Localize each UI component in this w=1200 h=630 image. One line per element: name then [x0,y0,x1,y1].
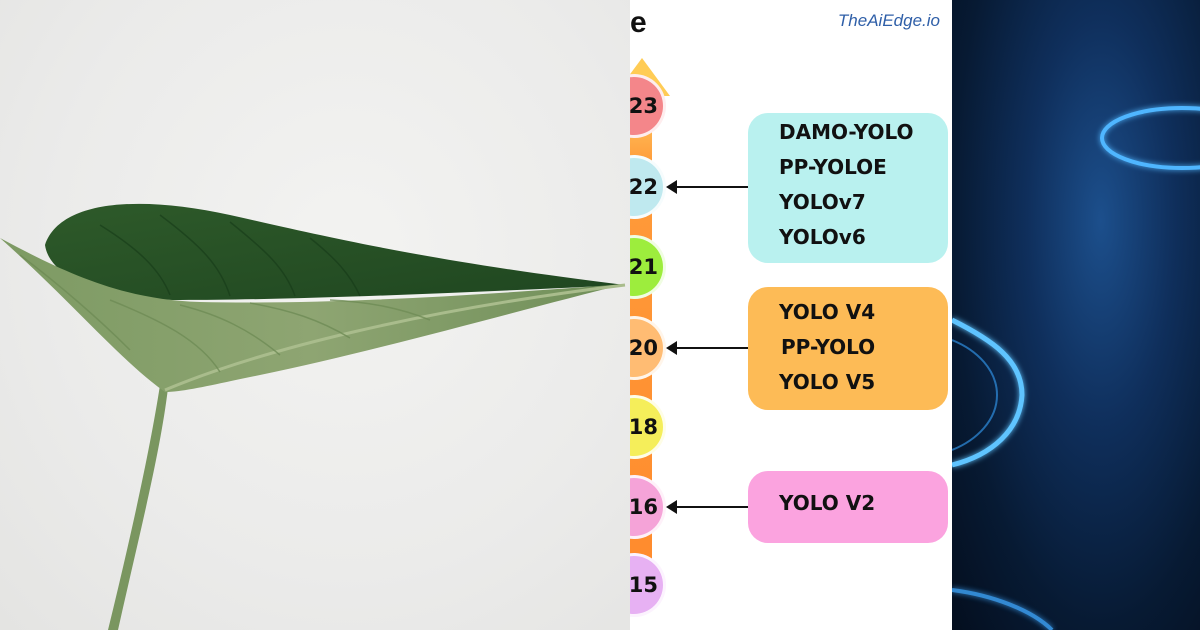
arrow-2022 [666,180,748,194]
year-badge-20: 20 [630,316,666,380]
yolo-timeline-infographic: e TheAiEdge.io 23 22 21 20 18 16 15 DAMO… [630,0,952,630]
model-label: PP-YOLO [781,335,876,359]
model-label: YOLOv6 [779,225,866,249]
models-box-2022: DAMO-YOLO PP-YOLOE YOLOv7 YOLOv6 [748,113,948,263]
year-badge-18: 18 [630,395,666,459]
model-label: YOLO V2 [779,491,876,515]
glow-ring-bottom [952,588,1054,630]
leaf-midrib [164,283,626,392]
year-badge-16: 16 [630,475,666,539]
glow-ring-middle [952,317,1025,468]
glow-rings [952,106,1200,630]
leaf-upper-surface [45,203,625,300]
model-label: YOLOv7 [779,190,866,214]
brand-watermark: TheAiEdge.io [837,11,940,30]
title-fragment: e [630,6,647,39]
model-label: PP-YOLOE [779,155,887,179]
arrow-2020 [666,341,750,355]
leaf-veins [19,254,431,373]
leaf-underside [0,238,625,392]
leaf-top-veins [99,214,361,297]
model-label: YOLO V4 [779,300,876,324]
model-label: YOLO V5 [779,370,876,394]
abstract-light-rings [952,0,1200,630]
models-box-2020: YOLO V4 PP-YOLO YOLO V5 [748,287,948,410]
year-badge-21: 21 [630,235,666,299]
leaf-stem [108,385,168,630]
model-label: DAMO-YOLO [779,120,914,144]
leaf-photo [0,0,630,630]
arrow-2016 [666,500,750,514]
year-badge-15: 15 [630,553,666,617]
leaf-illustration [0,203,626,630]
models-box-2016: YOLO V2 [748,471,948,543]
year-badge-22: 22 [630,155,666,219]
glow-ring-top [1100,106,1200,170]
